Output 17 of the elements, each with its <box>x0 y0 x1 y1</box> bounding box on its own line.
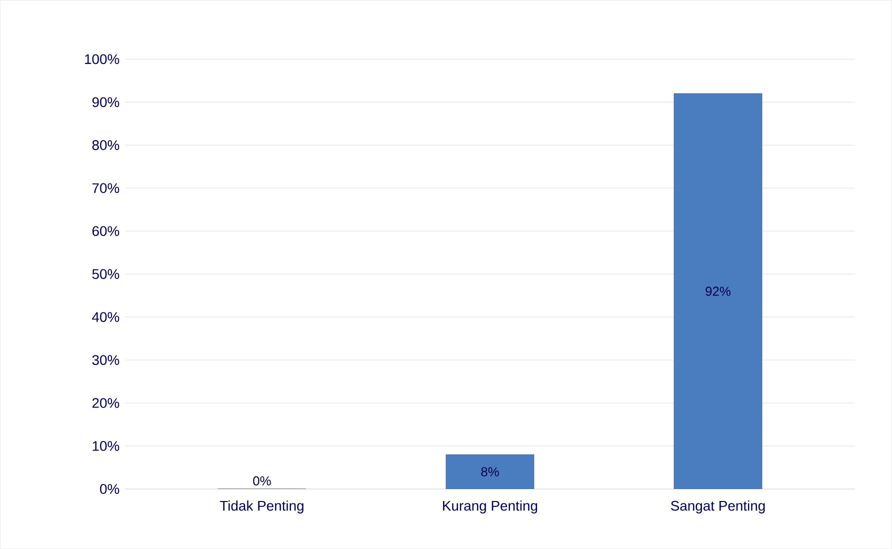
y-tick-label: 80% <box>92 140 120 150</box>
y-tick-label: 50% <box>92 269 120 279</box>
y-tick-label: 40% <box>92 312 120 322</box>
y-tick-label: 10% <box>92 440 120 451</box>
data-label: 8% <box>481 467 499 476</box>
x-tick-label: Kurang Penting <box>443 500 538 514</box>
y-tick-label: 100% <box>85 54 120 64</box>
y-tick-label: 60% <box>92 226 120 236</box>
data-label: 92% <box>706 286 730 296</box>
y-tick-label: 0% <box>100 484 120 494</box>
y-tick-label: 20% <box>92 398 120 408</box>
x-tick-label: Sangat Penting <box>670 500 765 514</box>
data-label: 0% <box>253 476 271 486</box>
y-tick-label: 30% <box>92 355 120 365</box>
y-tick-label: 70% <box>92 183 120 193</box>
y-tick-label: 90% <box>92 97 120 108</box>
x-tick-label: Tidak Penting <box>220 500 304 514</box>
